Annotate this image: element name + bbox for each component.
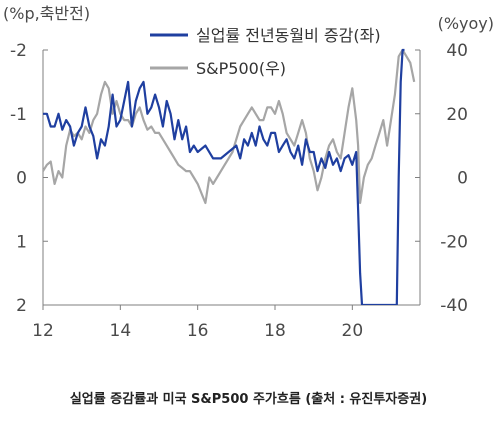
x-axis-ticks: 12 14 16 18 20 [32,305,363,341]
x-tick-label: 12 [32,321,54,341]
right-tick-label: 40 [446,41,468,61]
legend-label-unemployment: 실업률 전년동월비 증감(좌) [196,26,381,45]
legend-label-sp500: S&P500(우) [196,59,286,78]
unemployment-series-line [43,48,405,305]
left-tick-label: 2 [16,296,27,316]
right-tick-label: 20 [446,105,468,125]
x-tick-label: 20 [342,321,364,341]
left-tick-label: 0 [16,169,27,189]
left-tick-label: 1 [16,232,27,252]
right-axis-ticks: 40 20 0 -20 -40 [415,41,468,316]
series-layer [43,48,416,305]
left-tick-label: -1 [10,105,27,125]
chart-caption: 실업률 증감률과 미국 S&P500 주가흐름 (출처 : 유진투자증권) [69,392,428,407]
right-axis-unit-label: (%yoy) [438,14,494,33]
left-axis-unit-label: (%p,축반전) [3,4,90,23]
left-axis-ticks: -2 -1 0 1 2 [10,41,48,316]
right-tick-label: 0 [457,169,468,189]
right-tick-label: -40 [440,296,468,316]
left-tick-label: -2 [10,41,27,61]
x-tick-label: 18 [264,321,286,341]
right-tick-label: -20 [440,232,468,252]
x-tick-label: 16 [187,321,209,341]
sp500-series-line [43,48,416,205]
legend: 실업률 전년동월비 증감(좌) S&P500(우) [150,26,381,78]
x-tick-label: 14 [110,321,132,341]
chart: (%p,축반전) (%yoy) 실업률 전년동월비 증감(좌) S&P500(우… [3,4,494,341]
